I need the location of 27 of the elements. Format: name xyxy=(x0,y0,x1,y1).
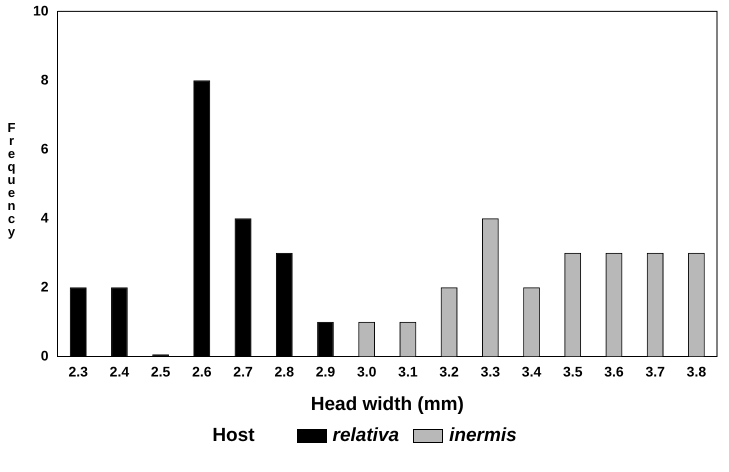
legend-title: Host xyxy=(212,425,255,447)
legend-label: inermis xyxy=(449,425,517,447)
y-tick-label: 8 xyxy=(40,71,49,88)
x-tick-label: 2.9 xyxy=(316,364,336,380)
y-tick-label: 10 xyxy=(32,2,49,18)
y-tick-label: 2 xyxy=(40,278,49,294)
x-tick-label: 3.2 xyxy=(439,364,460,380)
x-tick-label: 3.0 xyxy=(356,364,377,380)
x-tick-label: 3.7 xyxy=(645,364,666,380)
x-tick-label: 3.3 xyxy=(480,364,500,380)
x-tick-label: 3.4 xyxy=(522,364,542,380)
y-axis-title: Frequency xyxy=(4,120,19,237)
x-tick-label: 3.1 xyxy=(398,364,418,380)
x-tick-label: 2.6 xyxy=(192,364,212,380)
x-tick-label: 2.8 xyxy=(274,364,294,380)
x-tick-label: 2.3 xyxy=(68,364,88,380)
x-tick-label: 2.4 xyxy=(110,364,130,380)
x-tick-label: 3.5 xyxy=(563,364,583,380)
y-tick-label: 0 xyxy=(40,347,49,364)
x-tick-label: 3.6 xyxy=(604,364,624,380)
y-tick-label: 4 xyxy=(40,209,49,226)
y-tick-label: 6 xyxy=(40,140,49,156)
x-axis-title: Head width (mm) xyxy=(310,394,464,415)
x-tick-label: 2.5 xyxy=(150,364,171,380)
legend-label: relativa xyxy=(332,425,400,447)
x-tick-label: 2.7 xyxy=(233,364,253,380)
x-tick-label: 3.8 xyxy=(686,364,706,380)
